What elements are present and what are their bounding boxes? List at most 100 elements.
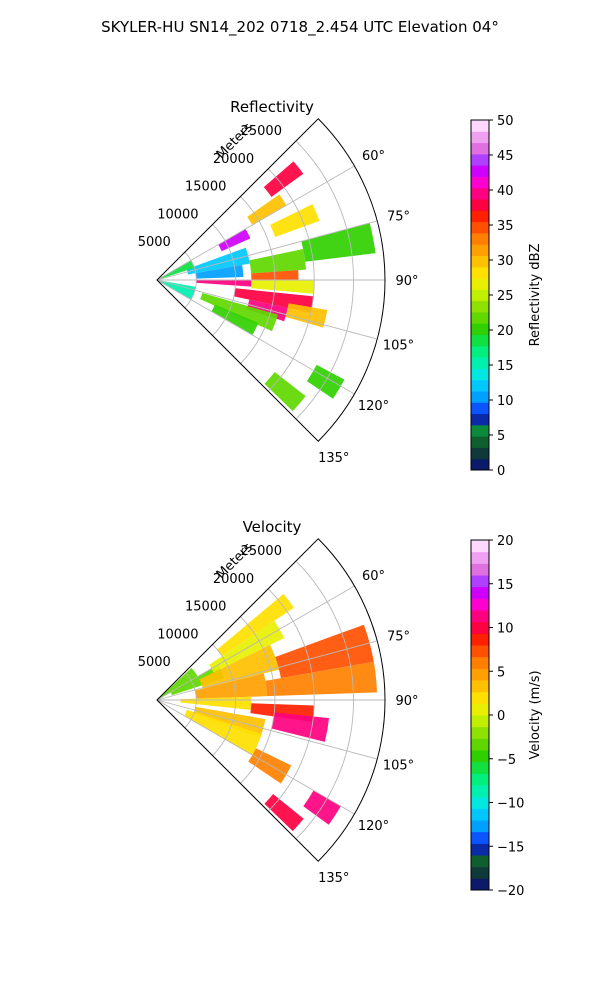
reflectivity-cell: [285, 303, 328, 328]
colorbar-tick-label: 15: [497, 578, 514, 593]
colorbar-swatch: [471, 390, 489, 403]
colorbar-swatch: [471, 808, 489, 821]
velocity-sector-frame: [156, 538, 386, 862]
reflectivity-cell: [249, 248, 307, 274]
colorbar-swatch: [471, 726, 489, 739]
azimuth-tick-label: 75°: [387, 209, 410, 224]
velocity-cell: [195, 673, 268, 699]
colorbar-swatch: [471, 773, 489, 786]
colorbar-swatch: [471, 691, 489, 704]
colorbar-tick-label: −10: [497, 797, 524, 812]
colorbar-swatch: [471, 633, 489, 646]
reflectivity-cell: [263, 161, 304, 197]
azimuth-spoke: [156, 279, 378, 340]
reflectivity-panel: Reflectivity500010000150002000025000Mete…: [138, 98, 543, 479]
colorbar-swatch: [471, 458, 489, 471]
colorbar-swatch: [471, 761, 489, 774]
reflectivity-sector-frame: [156, 118, 386, 442]
colorbar-tick-label: 35: [497, 219, 514, 234]
colorbar-tick-label: 20: [497, 324, 514, 339]
azimuth-tick-label: 90°: [395, 694, 418, 709]
radial-tick-label: 10000: [157, 207, 198, 222]
colorbar-swatch: [471, 878, 489, 891]
colorbar-swatch: [471, 413, 489, 426]
azimuth-tick-label: 120°: [358, 399, 389, 414]
colorbar-tick-label: 15: [497, 359, 514, 374]
velocity-cell: [264, 794, 304, 832]
azimuth-spoke: [156, 585, 355, 701]
colorbar-swatch: [471, 289, 489, 302]
colorbar-tick-label: 5: [497, 429, 505, 444]
azimuth-tick-label: 105°: [383, 759, 414, 774]
colorbar-swatch: [471, 187, 489, 200]
reflectivity-cell: [211, 304, 259, 336]
reflectivity-cell: [301, 223, 376, 262]
colorbar-swatch: [471, 563, 489, 576]
azimuth-tick-label: 60°: [362, 149, 385, 164]
colorbar-swatch: [471, 715, 489, 728]
radial-tick-label: 10000: [157, 627, 198, 642]
colorbar-swatch: [471, 866, 489, 879]
colorbar-swatch: [471, 855, 489, 868]
colorbar-swatch: [471, 300, 489, 313]
colorbar-swatch: [471, 278, 489, 290]
colorbar-tick-label: −20: [497, 884, 524, 899]
colorbar-swatch: [471, 345, 489, 358]
radial-tick-label: 5000: [138, 235, 171, 250]
colorbar-tick-label: 50: [497, 114, 514, 129]
azimuth-spoke: [156, 279, 355, 395]
colorbar-tick-label: 25: [497, 289, 514, 304]
colorbar-swatch: [471, 831, 489, 844]
velocity-cell: [184, 709, 262, 756]
colorbar-swatch: [471, 120, 489, 132]
colorbar-swatch: [471, 575, 489, 588]
colorbar-swatch: [471, 221, 489, 234]
colorbar-tick-label: 20: [497, 534, 514, 549]
radial-tick-label: 20000: [213, 572, 254, 587]
colorbar-swatch: [471, 668, 489, 681]
reflectivity-cell: [218, 228, 251, 252]
radial-tick-label: 25000: [241, 124, 282, 139]
velocity-cell: [159, 667, 199, 699]
colorbar-swatch: [471, 820, 489, 833]
colorbar-swatch: [471, 610, 489, 623]
azimuth-tick-label: 60°: [362, 569, 385, 584]
azimuth-tick-label: 135°: [318, 871, 349, 886]
azimuth-spoke: [156, 699, 378, 760]
velocity-data-layer: [159, 593, 378, 832]
velocity-cell: [180, 696, 252, 710]
azimuth-tick-label: 105°: [383, 339, 414, 354]
azimuth-tick-label: 120°: [358, 819, 389, 834]
colorbar-tick-label: −5: [497, 753, 516, 768]
azimuth-tick-label: 75°: [387, 629, 410, 644]
colorbar-swatch: [471, 323, 489, 336]
colorbar-swatch: [471, 255, 489, 268]
colorbar-tick-label: 30: [497, 254, 514, 269]
reflectivity-cell: [160, 260, 195, 279]
colorbar-label: Velocity (m/s): [528, 670, 543, 759]
colorbar-tick-label: 0: [497, 464, 505, 479]
colorbar-tick-label: −15: [497, 840, 524, 855]
colorbar-swatch: [471, 232, 489, 245]
velocity-cell: [217, 593, 294, 657]
colorbar-swatch: [471, 368, 489, 381]
azimuth-tick-label: 135°: [318, 451, 349, 466]
colorbar-tick-label: 0: [497, 709, 505, 724]
colorbar-swatch: [471, 680, 489, 693]
colorbar-swatch: [471, 447, 489, 460]
reflectivity-cell: [196, 280, 252, 287]
radial-tick-label: 15000: [185, 600, 226, 615]
colorbar-swatch: [471, 402, 489, 415]
radial-tick-label: 15000: [185, 180, 226, 195]
colorbar-swatch: [471, 586, 489, 599]
velocity-cell: [170, 664, 225, 696]
colorbar-swatch: [471, 436, 489, 448]
colorbar-swatch: [471, 176, 489, 189]
colorbar-swatch: [471, 142, 489, 155]
colorbar-swatch: [471, 785, 489, 798]
colorbar-swatch: [471, 357, 489, 369]
colorbar-tick-label: 5: [497, 665, 505, 680]
